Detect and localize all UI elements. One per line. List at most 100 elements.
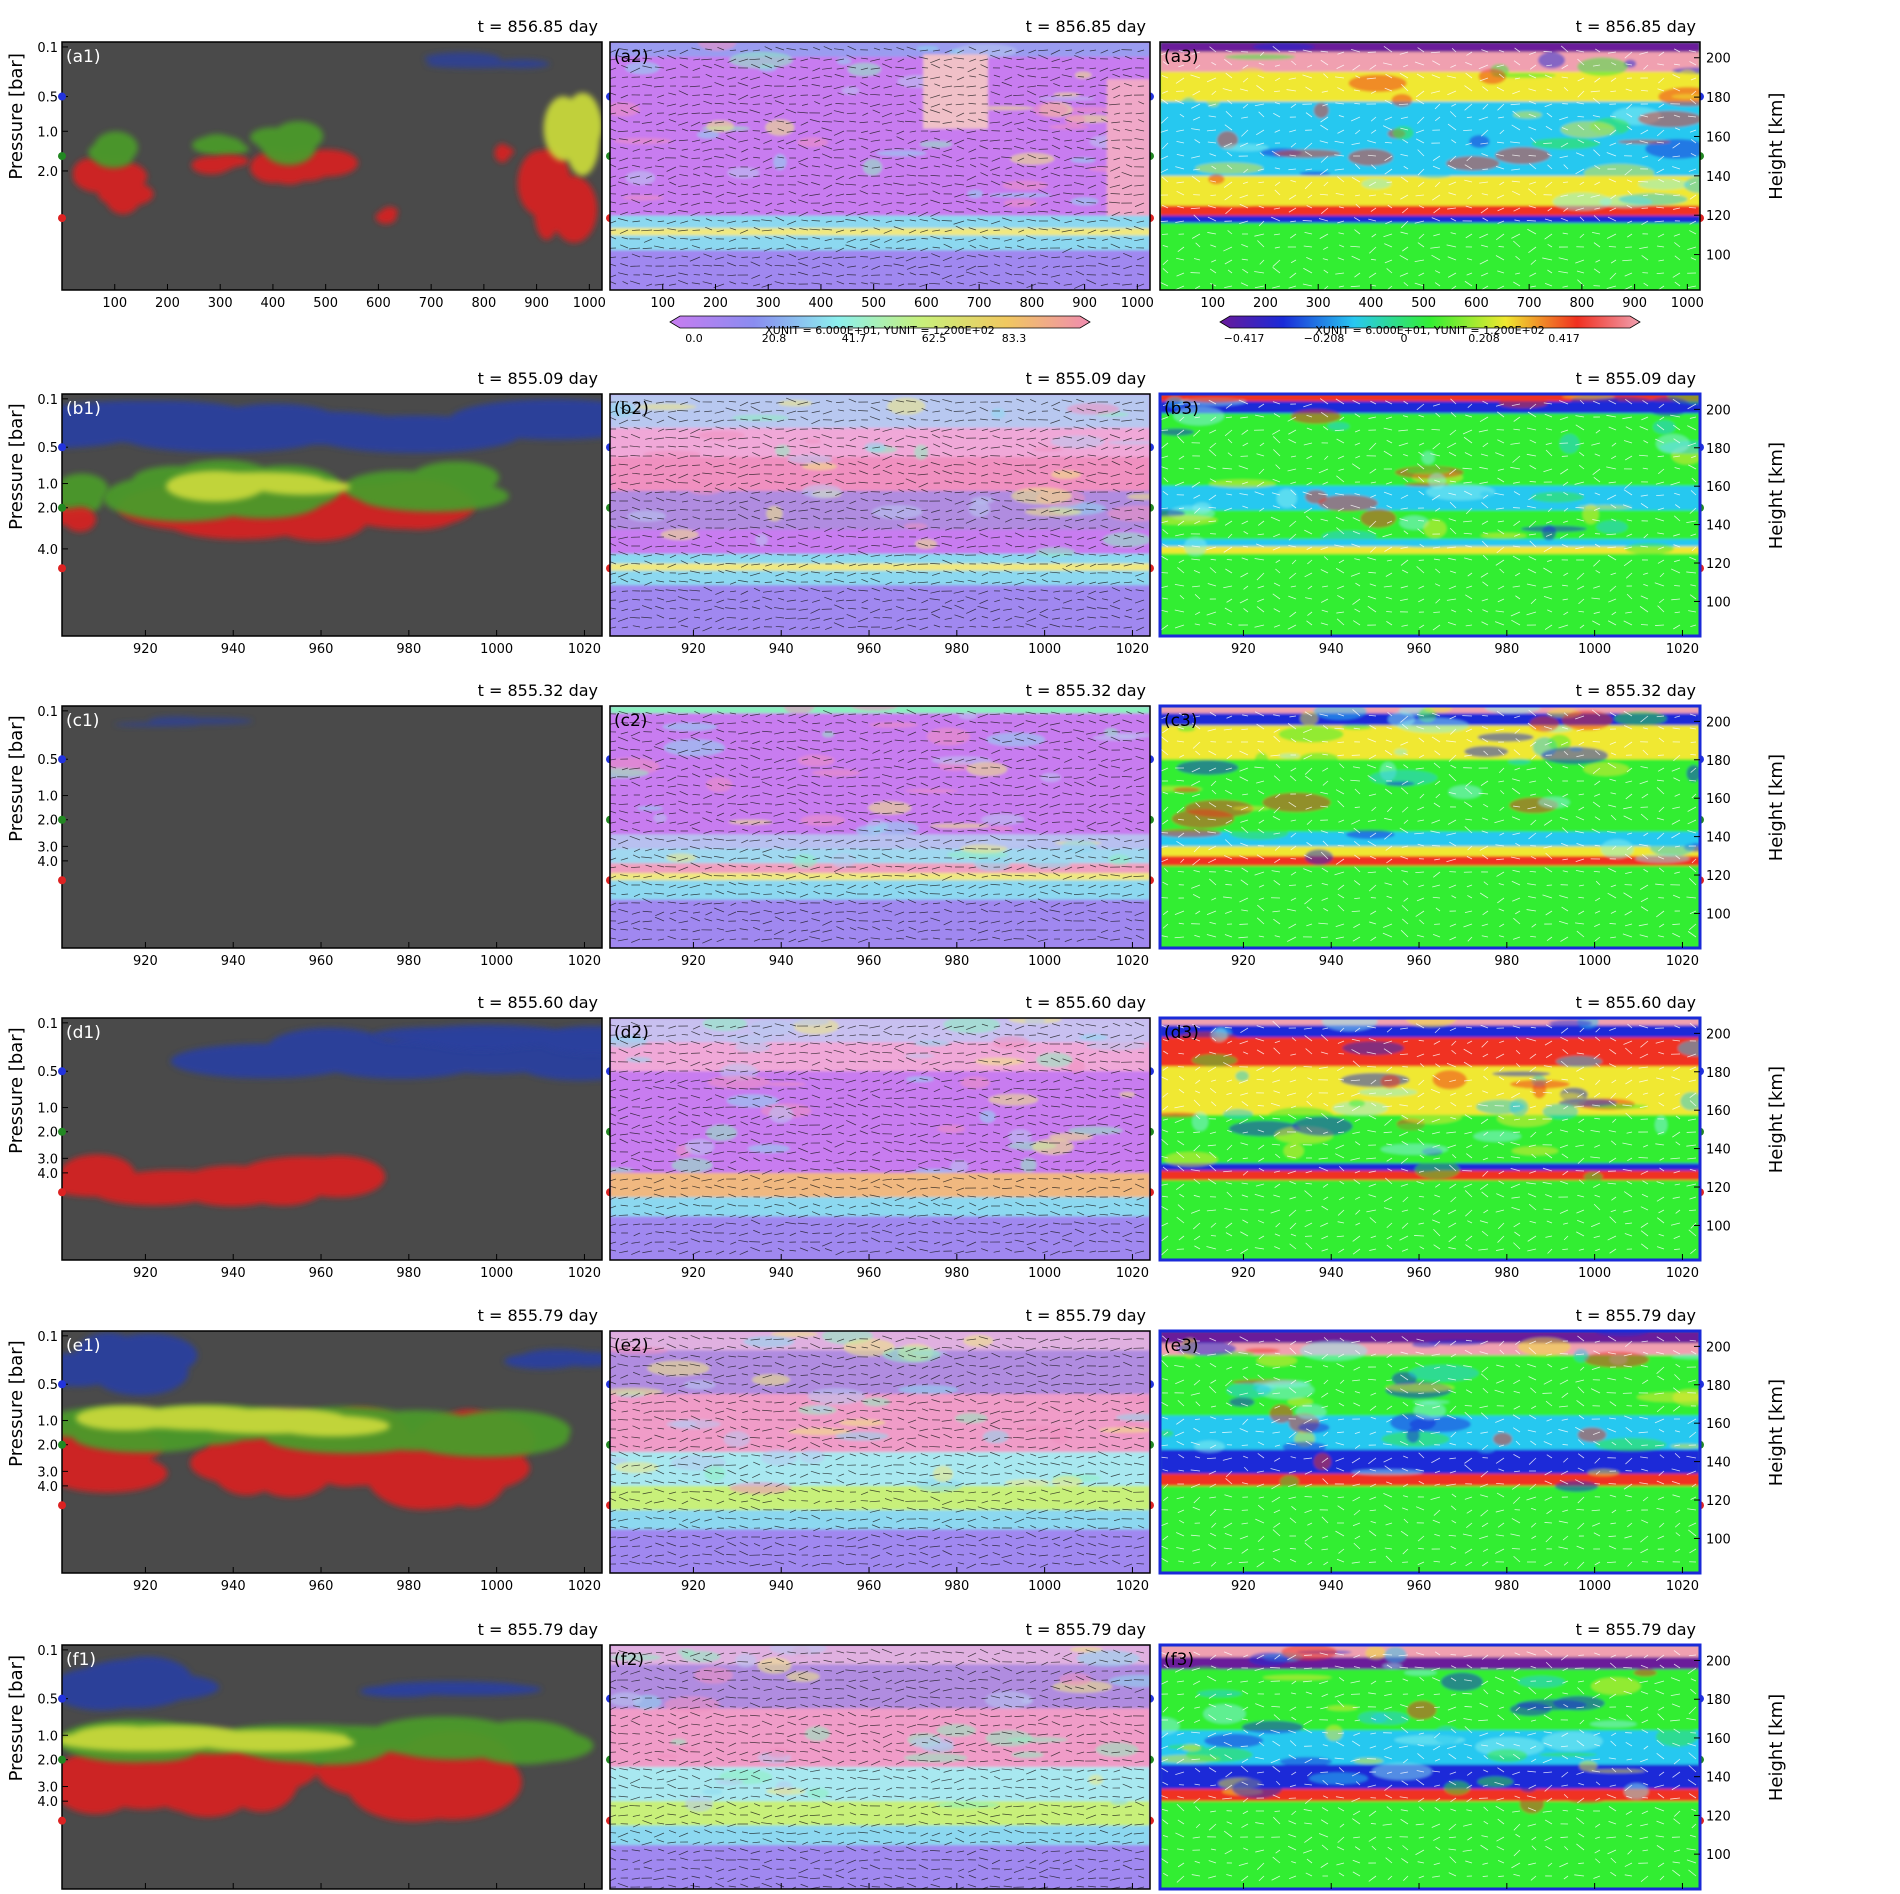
wind-vector xyxy=(835,182,845,186)
wind-vector xyxy=(823,443,833,448)
wind-vector xyxy=(1465,545,1473,548)
wind-vector xyxy=(704,172,713,177)
wind-vector xyxy=(642,273,653,276)
wind-vector xyxy=(1336,64,1345,70)
wind-vector xyxy=(1575,259,1585,264)
wind-vector xyxy=(811,419,821,425)
wind-vector xyxy=(884,175,893,178)
wind-vector xyxy=(1673,624,1681,630)
wind-vector xyxy=(1290,220,1297,223)
wind-vector xyxy=(777,784,785,787)
wind-vector xyxy=(715,590,725,595)
wind-vector xyxy=(797,271,809,276)
wind-vector xyxy=(906,783,917,787)
wind-vector xyxy=(1608,598,1617,603)
wind-vector xyxy=(1482,554,1489,561)
wind-vector xyxy=(1273,582,1281,587)
wind-vector xyxy=(1467,572,1473,577)
wind-vector xyxy=(738,58,749,63)
wind-vector xyxy=(1400,116,1409,120)
wind-vector xyxy=(656,776,665,779)
wind-vector xyxy=(979,229,989,233)
height-tick-label: 160 xyxy=(1706,480,1731,495)
wind-vector xyxy=(1383,585,1393,588)
wind-vector xyxy=(1113,545,1121,548)
wind-vector xyxy=(1016,163,1025,168)
wind-vector xyxy=(1179,595,1185,600)
wind-vector xyxy=(716,211,725,215)
wind-vector xyxy=(789,166,797,170)
speed-patch xyxy=(931,756,992,765)
x-tick-label: 960 xyxy=(857,642,882,657)
wind-vector xyxy=(658,193,665,197)
wind-vector xyxy=(1307,559,1313,565)
wind-vector xyxy=(813,801,821,805)
wind-vector xyxy=(692,536,701,541)
wind-vector xyxy=(871,192,881,195)
wind-vector xyxy=(1529,51,1537,55)
wind-vector xyxy=(1016,437,1025,441)
wind-vector xyxy=(617,218,629,222)
wind-vector xyxy=(1319,140,1329,144)
wind-vector xyxy=(1578,464,1585,470)
wind-vector xyxy=(989,571,1001,574)
wind-vector xyxy=(1690,139,1697,144)
wind-vector xyxy=(1085,175,1097,178)
pressure-axis-label: Pressure [bar] xyxy=(6,715,27,841)
wind-vector xyxy=(1227,438,1233,444)
wind-vector xyxy=(1592,468,1601,476)
wind-vector xyxy=(1136,821,1145,824)
wind-vector xyxy=(1138,119,1145,123)
wind-vector xyxy=(906,570,917,574)
wind-vector xyxy=(990,781,1001,787)
wind-vector xyxy=(690,862,701,868)
divergence-patch xyxy=(1538,52,1566,69)
wind-vector xyxy=(1558,257,1569,261)
wind-vector xyxy=(740,49,749,53)
wind-vector xyxy=(610,491,617,494)
wind-vector xyxy=(667,200,677,204)
wind-vector xyxy=(750,731,761,735)
wind-vector xyxy=(1026,270,1037,276)
wind-vector xyxy=(1432,155,1441,161)
wind-vector xyxy=(1085,138,1097,141)
wind-vector xyxy=(762,730,773,733)
wind-vector xyxy=(981,497,989,502)
wind-vector xyxy=(1415,194,1425,197)
speed-patch xyxy=(969,501,991,517)
speed-patch xyxy=(1038,96,1095,101)
wind-vector xyxy=(886,417,893,421)
divergence-patch xyxy=(1624,543,1674,555)
wind-vector xyxy=(642,255,653,258)
row-b: t = 855.09 day t = 855.09 day t = 855.09 d… xyxy=(6,369,1787,657)
wind-vector xyxy=(1482,400,1489,405)
wind-vector xyxy=(631,608,641,611)
wind-vector xyxy=(738,139,749,143)
wind-vector xyxy=(787,866,797,870)
wind-vector xyxy=(1122,283,1133,286)
wind-vector xyxy=(1017,202,1025,205)
wind-vector xyxy=(646,283,653,287)
wind-vector xyxy=(1418,414,1425,418)
wind-vector xyxy=(821,127,833,132)
wind-vector xyxy=(965,518,977,524)
wind-vector xyxy=(1690,257,1697,261)
wind-vector xyxy=(810,507,821,511)
wind-vector xyxy=(1654,220,1665,223)
wind-vector xyxy=(1386,559,1393,562)
wind-vector xyxy=(752,452,761,457)
wind-vector xyxy=(1175,220,1185,223)
wind-vector xyxy=(1514,572,1521,577)
wind-vector xyxy=(739,506,749,511)
wind-vector xyxy=(896,785,905,790)
wind-vector xyxy=(1135,401,1145,404)
wind-vector xyxy=(750,747,761,751)
wind-vector xyxy=(945,553,953,556)
wind-vector xyxy=(1018,229,1025,233)
wind-vector xyxy=(1026,617,1037,622)
wind-vector xyxy=(1371,233,1377,238)
wind-vector xyxy=(1175,533,1185,537)
wind-vector xyxy=(800,58,809,62)
wind-vector xyxy=(1191,545,1201,548)
wind-vector xyxy=(1004,94,1013,98)
